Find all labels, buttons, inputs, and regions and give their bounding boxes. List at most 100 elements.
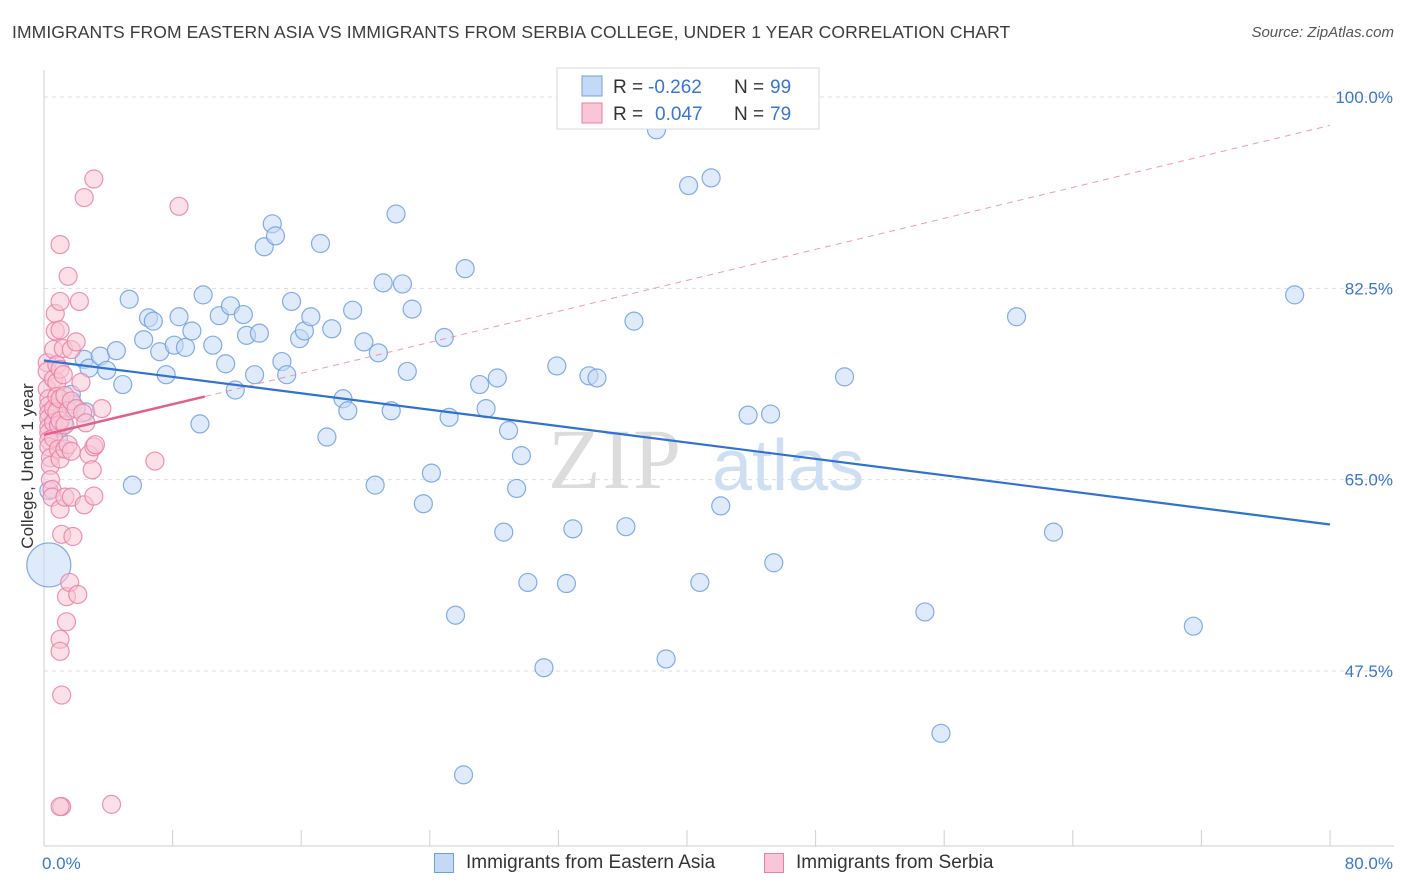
data-point-eastern-asia	[434, 327, 454, 348]
legend-n-label-2: N =	[734, 104, 764, 125]
data-point-eastern-asia	[556, 573, 577, 594]
data-point-eastern-asia	[915, 602, 935, 622]
watermark-zip: ZIP	[548, 411, 683, 507]
data-point-eastern-asia	[277, 365, 297, 385]
legend-top: R = -0.262 N = 99 R = 0.047 N = 79	[556, 67, 820, 130]
legend-item-eastern-asia: Immigrants from Eastern Asia	[434, 852, 715, 874]
data-point-serbia	[50, 641, 70, 661]
legend-label-serbia: Immigrants from Serbia	[796, 852, 994, 873]
data-point-eastern-asia	[624, 311, 644, 331]
legend-label-eastern-asia: Immigrants from Eastern Asia	[466, 852, 716, 873]
data-point-eastern-asia	[373, 273, 393, 293]
watermark-atlas: atlas	[712, 426, 864, 506]
series-eastern-asia-points	[26, 120, 1305, 785]
x-tick-labels: 0.0% 80.0%	[42, 854, 1393, 873]
trend-line-serbia	[43, 395, 206, 437]
data-point-serbia	[84, 486, 104, 506]
data-point-serbia	[50, 796, 70, 817]
data-point-eastern-asia	[1183, 616, 1203, 636]
data-point-eastern-asia	[301, 307, 321, 327]
data-point-eastern-asia	[679, 175, 699, 196]
data-point-eastern-asia	[476, 399, 496, 419]
legend-bottom: Immigrants from Eastern Asia Immigrants …	[0, 852, 1406, 878]
data-point-eastern-asia	[711, 496, 731, 516]
chart-title: IMMIGRANTS FROM EASTERN ASIA VS IMMIGRAN…	[12, 22, 1011, 42]
data-point-eastern-asia	[1285, 285, 1305, 305]
x-tick-label: 80.0%	[1345, 854, 1393, 873]
data-point-eastern-asia	[343, 300, 363, 320]
data-point-serbia	[63, 526, 83, 547]
data-point-eastern-asia	[322, 319, 342, 339]
data-point-eastern-asia	[690, 572, 710, 593]
data-point-serbia	[84, 169, 104, 189]
data-point-serbia	[101, 794, 122, 814]
trend-lines	[43, 124, 1331, 526]
data-point-serbia	[71, 372, 91, 392]
data-point-eastern-asia	[760, 404, 781, 424]
data-point-eastern-asia	[368, 343, 388, 363]
legend-n-value-1: 99	[770, 77, 791, 98]
data-point-eastern-asia	[106, 341, 126, 361]
data-point-eastern-asia	[402, 299, 422, 319]
x-tick-label: 0.0%	[42, 854, 81, 873]
x-tick-marks	[43, 830, 1331, 846]
y-tick-label: 82.5%	[1345, 279, 1393, 298]
data-point-eastern-asia	[338, 401, 358, 421]
data-point-eastern-asia	[203, 335, 223, 355]
data-point-eastern-asia	[1043, 522, 1064, 542]
data-point-eastern-asia	[656, 649, 676, 669]
data-point-eastern-asia	[518, 572, 538, 593]
data-point-eastern-asia	[507, 478, 527, 499]
legend-n-label-1: N =	[734, 77, 764, 98]
data-point-eastern-asia	[143, 311, 163, 331]
y-tick-label: 65.0%	[1345, 471, 1393, 490]
data-point-eastern-asia	[834, 367, 855, 387]
data-point-eastern-asia	[134, 330, 154, 350]
source-credit: Source: ZipAtlas.com	[1251, 24, 1394, 41]
data-point-eastern-asia	[498, 420, 519, 441]
data-point-eastern-asia	[193, 285, 213, 305]
data-point-eastern-asia	[931, 723, 951, 743]
legend-n-value-2: 79	[770, 104, 791, 125]
data-point-eastern-asia	[175, 337, 196, 357]
data-point-eastern-asia	[453, 765, 474, 785]
data-point-eastern-asia	[265, 226, 286, 246]
data-point-serbia	[50, 320, 70, 340]
data-point-eastern-asia	[26, 542, 72, 588]
data-point-eastern-asia	[445, 605, 466, 625]
data-point-eastern-asia	[764, 553, 784, 573]
data-point-eastern-asia	[386, 204, 406, 224]
data-point-serbia	[66, 332, 86, 352]
data-point-serbia	[68, 584, 88, 605]
data-point-serbia	[74, 187, 94, 208]
data-point-serbia	[82, 460, 102, 480]
y-tick-label: 100.0%	[1335, 88, 1393, 107]
data-point-eastern-asia	[470, 374, 490, 395]
legend-swatch-eastern-asia	[434, 853, 454, 873]
data-point-eastern-asia	[216, 354, 236, 374]
data-point-serbia	[92, 399, 112, 419]
data-point-serbia	[85, 435, 106, 455]
data-point-eastern-asia	[547, 356, 567, 376]
data-point-serbia	[56, 612, 77, 632]
legend-swatch-blue	[581, 75, 603, 97]
legend-r-label-1: R =	[613, 77, 643, 98]
data-point-eastern-asia	[413, 494, 433, 514]
data-point-eastern-asia	[182, 321, 202, 341]
legend-swatch-pink	[581, 102, 603, 124]
data-point-serbia	[50, 291, 70, 312]
legend-swatch-serbia	[764, 853, 784, 873]
data-point-eastern-asia	[511, 446, 532, 466]
data-point-serbia	[50, 235, 70, 255]
data-point-eastern-asia	[190, 414, 210, 434]
data-point-serbia	[58, 266, 78, 286]
data-point-eastern-asia	[1006, 307, 1027, 327]
data-point-eastern-asia	[354, 332, 374, 352]
trend-line-eastern-asia	[43, 359, 1331, 526]
data-point-eastern-asia	[244, 365, 265, 385]
legend-r-value-1: -0.262	[648, 77, 702, 98]
data-point-eastern-asia	[455, 259, 475, 279]
data-point-eastern-asia	[122, 475, 143, 495]
watermark: ZIP atlas	[548, 411, 864, 507]
